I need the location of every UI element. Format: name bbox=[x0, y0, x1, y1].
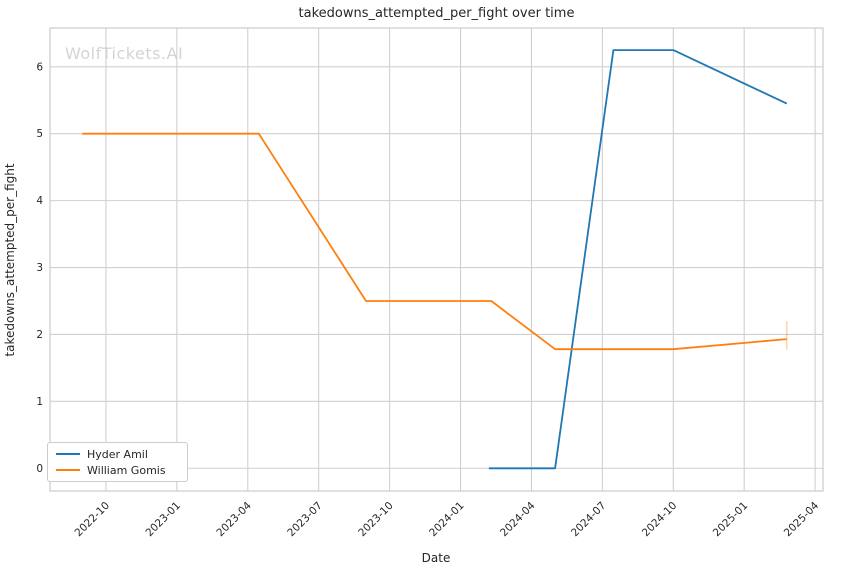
legend-line-swatch bbox=[56, 453, 80, 455]
y-axis-label: takedowns_attempted_per_fight bbox=[3, 163, 17, 356]
x-tick-label: 2024-10 bbox=[640, 500, 680, 540]
legend-line-swatch bbox=[56, 469, 80, 471]
x-tick-label: 2023-04 bbox=[214, 499, 254, 539]
gridlines bbox=[50, 28, 823, 491]
x-tick-label: 2024-04 bbox=[498, 499, 538, 539]
x-axis-label: Date bbox=[422, 551, 451, 565]
chart-title: takedowns_attempted_per_fight over time bbox=[298, 6, 575, 21]
y-tick-label: 4 bbox=[36, 195, 43, 207]
watermark: WolfTickets.AI bbox=[65, 44, 184, 63]
y-tick-labels: 0 1 2 3 4 5 6 bbox=[36, 61, 43, 474]
legend-item: William Gomis bbox=[56, 464, 179, 477]
x-tick-label: 2023-10 bbox=[356, 500, 396, 540]
y-tick-label: 2 bbox=[36, 329, 43, 341]
plot-border bbox=[49, 27, 824, 492]
x-tick-label: 2024-07 bbox=[569, 500, 609, 540]
data-series bbox=[82, 49, 788, 470]
y-tick-label: 0 bbox=[36, 463, 43, 475]
series-line bbox=[82, 132, 787, 351]
legend-label: William Gomis bbox=[87, 463, 166, 477]
x-tick-label: 2023-07 bbox=[285, 500, 325, 540]
x-tick-label: 2025-01 bbox=[711, 500, 751, 540]
legend-item: Hyder Amil bbox=[56, 448, 179, 461]
y-tick-label: 5 bbox=[36, 128, 43, 140]
x-tick-label: 2022-10 bbox=[73, 500, 113, 540]
legend-label: Hyder Amil bbox=[87, 447, 148, 461]
x-tick-labels: 2022-10 2023-01 2023-04 2023-07 2023-10 2024-… bbox=[73, 499, 822, 539]
x-tick-label: 2025-04 bbox=[782, 499, 822, 539]
y-tick-label: 3 bbox=[36, 262, 43, 274]
x-tick-label: 2024-01 bbox=[427, 500, 467, 540]
x-tick-label: 2023-01 bbox=[143, 500, 183, 540]
y-tick-label: 1 bbox=[36, 396, 43, 408]
legend: Hyder Amil William Gomis bbox=[47, 442, 188, 482]
series-line bbox=[488, 49, 788, 470]
y-tick-label: 6 bbox=[36, 61, 43, 73]
